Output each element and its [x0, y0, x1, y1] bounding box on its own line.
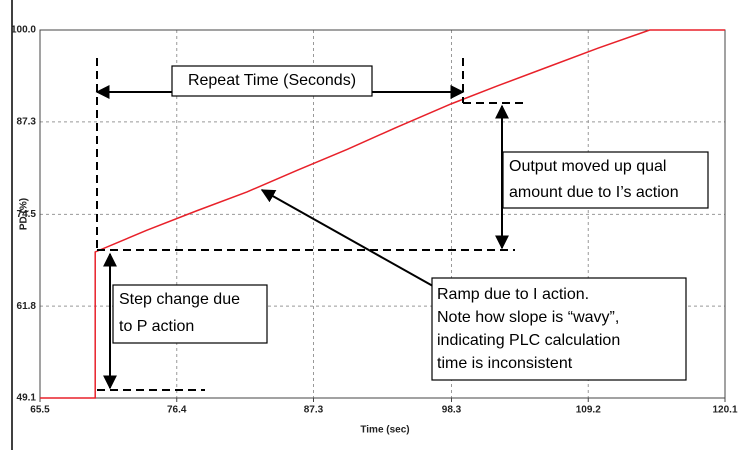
annotation: Ramp due to I action.	[437, 286, 589, 303]
x-tick-label: 87.3	[304, 405, 324, 416]
ramp-arrow	[260, 189, 441, 291]
annotations: Repeat Time (Seconds) Output moved up qu…	[95, 58, 709, 391]
y-tick-label: 87.3	[17, 116, 37, 127]
annotation: Repeat Time (Seconds)	[188, 72, 356, 89]
x-tick-label: 76.4	[167, 405, 187, 416]
annotation: time is inconsistent	[437, 355, 573, 372]
plot	[40, 29, 725, 399]
annotation: Output moved up qual	[509, 158, 666, 175]
annotation-box	[502, 151, 709, 209]
annotation: to P action	[119, 318, 194, 335]
y-tick-label: 100.0	[11, 25, 36, 36]
y-tick-label: 49.1	[17, 393, 37, 404]
x-tick-label: 98.3	[442, 405, 462, 416]
guide-lines	[96, 58, 528, 391]
x-tick-label: 109.2	[576, 405, 601, 416]
annotation-box	[171, 65, 373, 97]
annotation: Note how slope is “wavy”,	[437, 309, 619, 326]
plot-frame	[39, 29, 726, 399]
y-tick-label: 74.5	[17, 209, 37, 220]
annotation: Step change due	[119, 291, 240, 308]
x-tick-label: 120.1	[712, 405, 737, 416]
x-axis-label: Time (sec)	[360, 425, 409, 436]
line	[40, 29, 725, 399]
annotation: amount due to I’s action	[509, 184, 679, 201]
annotation: indicating PLC calculation	[437, 332, 620, 349]
y-tick-label: 61.8	[17, 301, 37, 312]
x-tick-label: 65.5	[30, 405, 50, 416]
annotation-box	[431, 277, 687, 381]
annotation-box	[112, 284, 268, 344]
y-axis-label: PD (%)	[19, 198, 30, 230]
